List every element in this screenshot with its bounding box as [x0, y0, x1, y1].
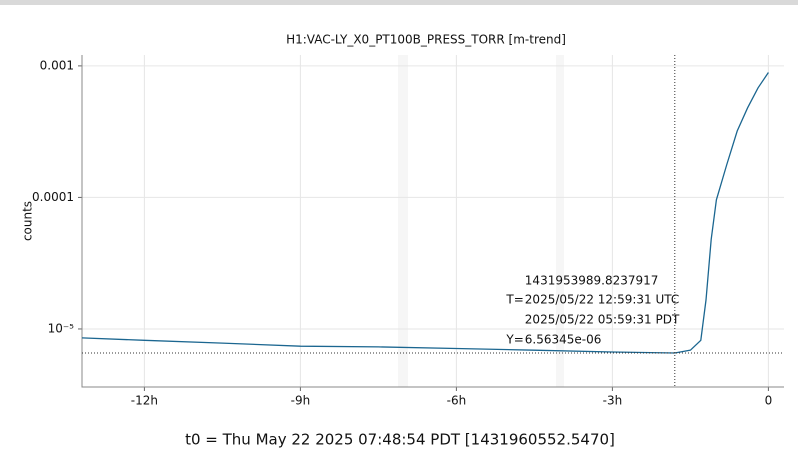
y-tick-label: 10⁻⁵: [48, 321, 75, 335]
axis-frame: [81, 55, 784, 388]
x-tick-label: 0: [765, 394, 773, 408]
background-band: [398, 55, 408, 387]
background-band: [556, 55, 564, 387]
x-tick-label: -9h: [291, 394, 311, 408]
cursor-pdt: 2025/05/22 05:59:31 PDT: [525, 313, 680, 327]
chart-title: H1:VAC-LY_X0_PT100B_PRESS_TORR [m-trend]: [286, 33, 566, 47]
x-tick-label: -6h: [447, 394, 467, 408]
x-tick-label: -12h: [131, 394, 158, 408]
y-tick-label: 0.001: [40, 58, 74, 72]
cursor-y-prefix: Y=: [505, 333, 523, 347]
data-line: [81, 72, 769, 354]
cursor-utc: 2025/05/22 12:59:31 UTC: [525, 293, 679, 307]
y-axis-label: counts: [21, 201, 35, 241]
top-bar: [0, 0, 798, 5]
y-tick-label: 0.0001: [32, 190, 74, 204]
cursor-y-value: 6.56345e-06: [525, 333, 602, 347]
cursor-gps: 1431953989.8237917: [525, 274, 659, 288]
footer: t0 = Thu May 22 2025 07:48:54 PDT [14319…: [185, 431, 615, 449]
x-tick-label: -3h: [603, 394, 623, 408]
cursor-t-prefix: T=: [505, 293, 523, 307]
